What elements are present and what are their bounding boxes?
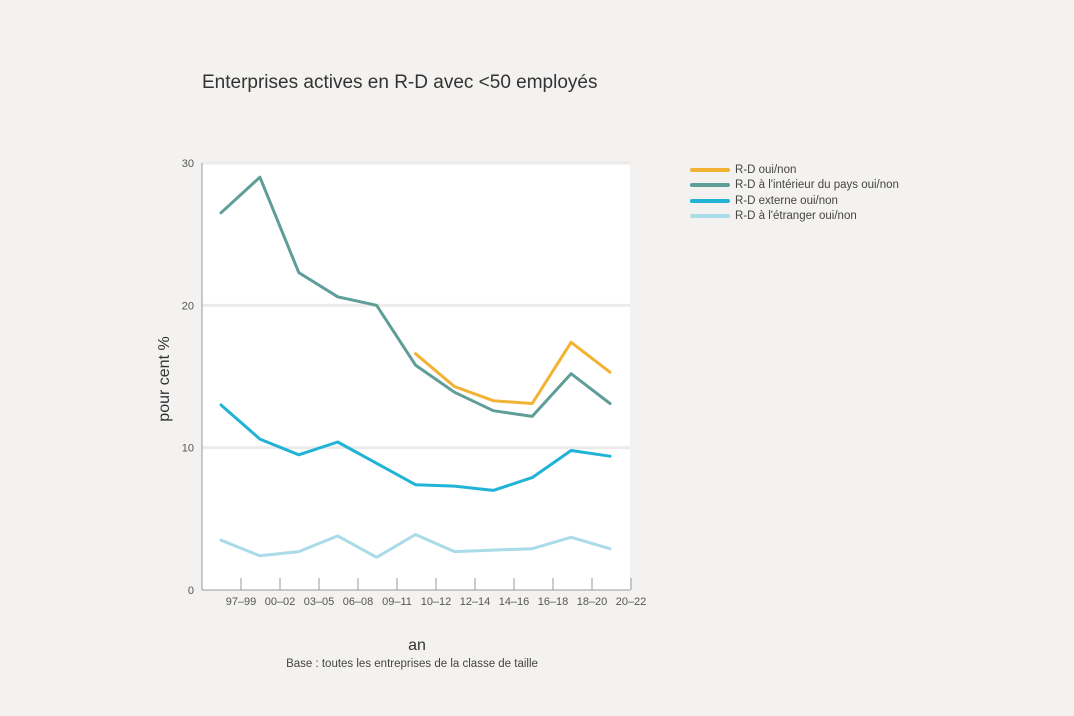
x-tick-label: 06–08: [343, 596, 374, 608]
x-ticks: 97–99 00–02 03–05 06–08 09–11 10–12 12–14 14–16…: [226, 578, 647, 608]
x-tick-label: 18–20: [577, 596, 608, 608]
series-line-2: [219, 403, 612, 492]
legend: R-D oui/non R-D à l'intérieur du pays oui…: [690, 162, 899, 224]
legend-item: R-D à l'étranger oui/non: [690, 209, 899, 225]
chart-title: Enterprises actives en R-D avec <50 empl…: [202, 72, 598, 93]
x-tick-label: 16–18: [538, 596, 569, 608]
x-tick-label: 03–05: [304, 596, 335, 608]
legend-swatch: [690, 167, 730, 172]
legend-label: R-D oui/non: [735, 163, 797, 176]
legend-swatch: [690, 198, 730, 203]
x-tick-label: 09–11: [382, 596, 412, 608]
series-line-3: [219, 533, 612, 559]
legend-label: R-D à l'étranger oui/non: [735, 210, 857, 223]
base-note: Base : toutes les entreprises de la clas…: [286, 658, 538, 670]
legend-swatch: [690, 214, 730, 219]
legend-label: R-D externe oui/non: [735, 194, 838, 207]
series-line-1: [219, 175, 612, 418]
series-lines: [219, 175, 612, 559]
x-tick-label: 14–16: [499, 596, 530, 608]
grid-lines: [202, 161, 630, 450]
y-tick-label: 10: [182, 443, 194, 455]
x-tick-label: 20–22: [616, 596, 647, 608]
legend-label: R-D à l'intérieur du pays oui/non: [735, 179, 899, 192]
y-tick-label: 30: [182, 158, 194, 170]
x-tick-label: 97–99: [226, 596, 257, 608]
x-axis-title: an: [408, 637, 426, 654]
legend-item: R-D externe oui/non: [690, 193, 899, 209]
series-line-0: [414, 340, 612, 405]
plot-area: [202, 163, 630, 590]
y-tick-label: 0: [188, 585, 194, 597]
y-tick-labels: 0 10 20 30: [182, 158, 194, 597]
x-tick-label: 00–02: [265, 596, 296, 608]
y-axis-title: pour cent %: [156, 336, 173, 421]
legend-swatch: [690, 183, 730, 188]
legend-item: R-D oui/non: [690, 162, 899, 178]
x-tick-label: 10–12: [421, 596, 452, 608]
y-tick-label: 20: [182, 300, 194, 312]
legend-item: R-D à l'intérieur du pays oui/non: [690, 178, 899, 194]
x-tick-label: 12–14: [460, 596, 491, 608]
